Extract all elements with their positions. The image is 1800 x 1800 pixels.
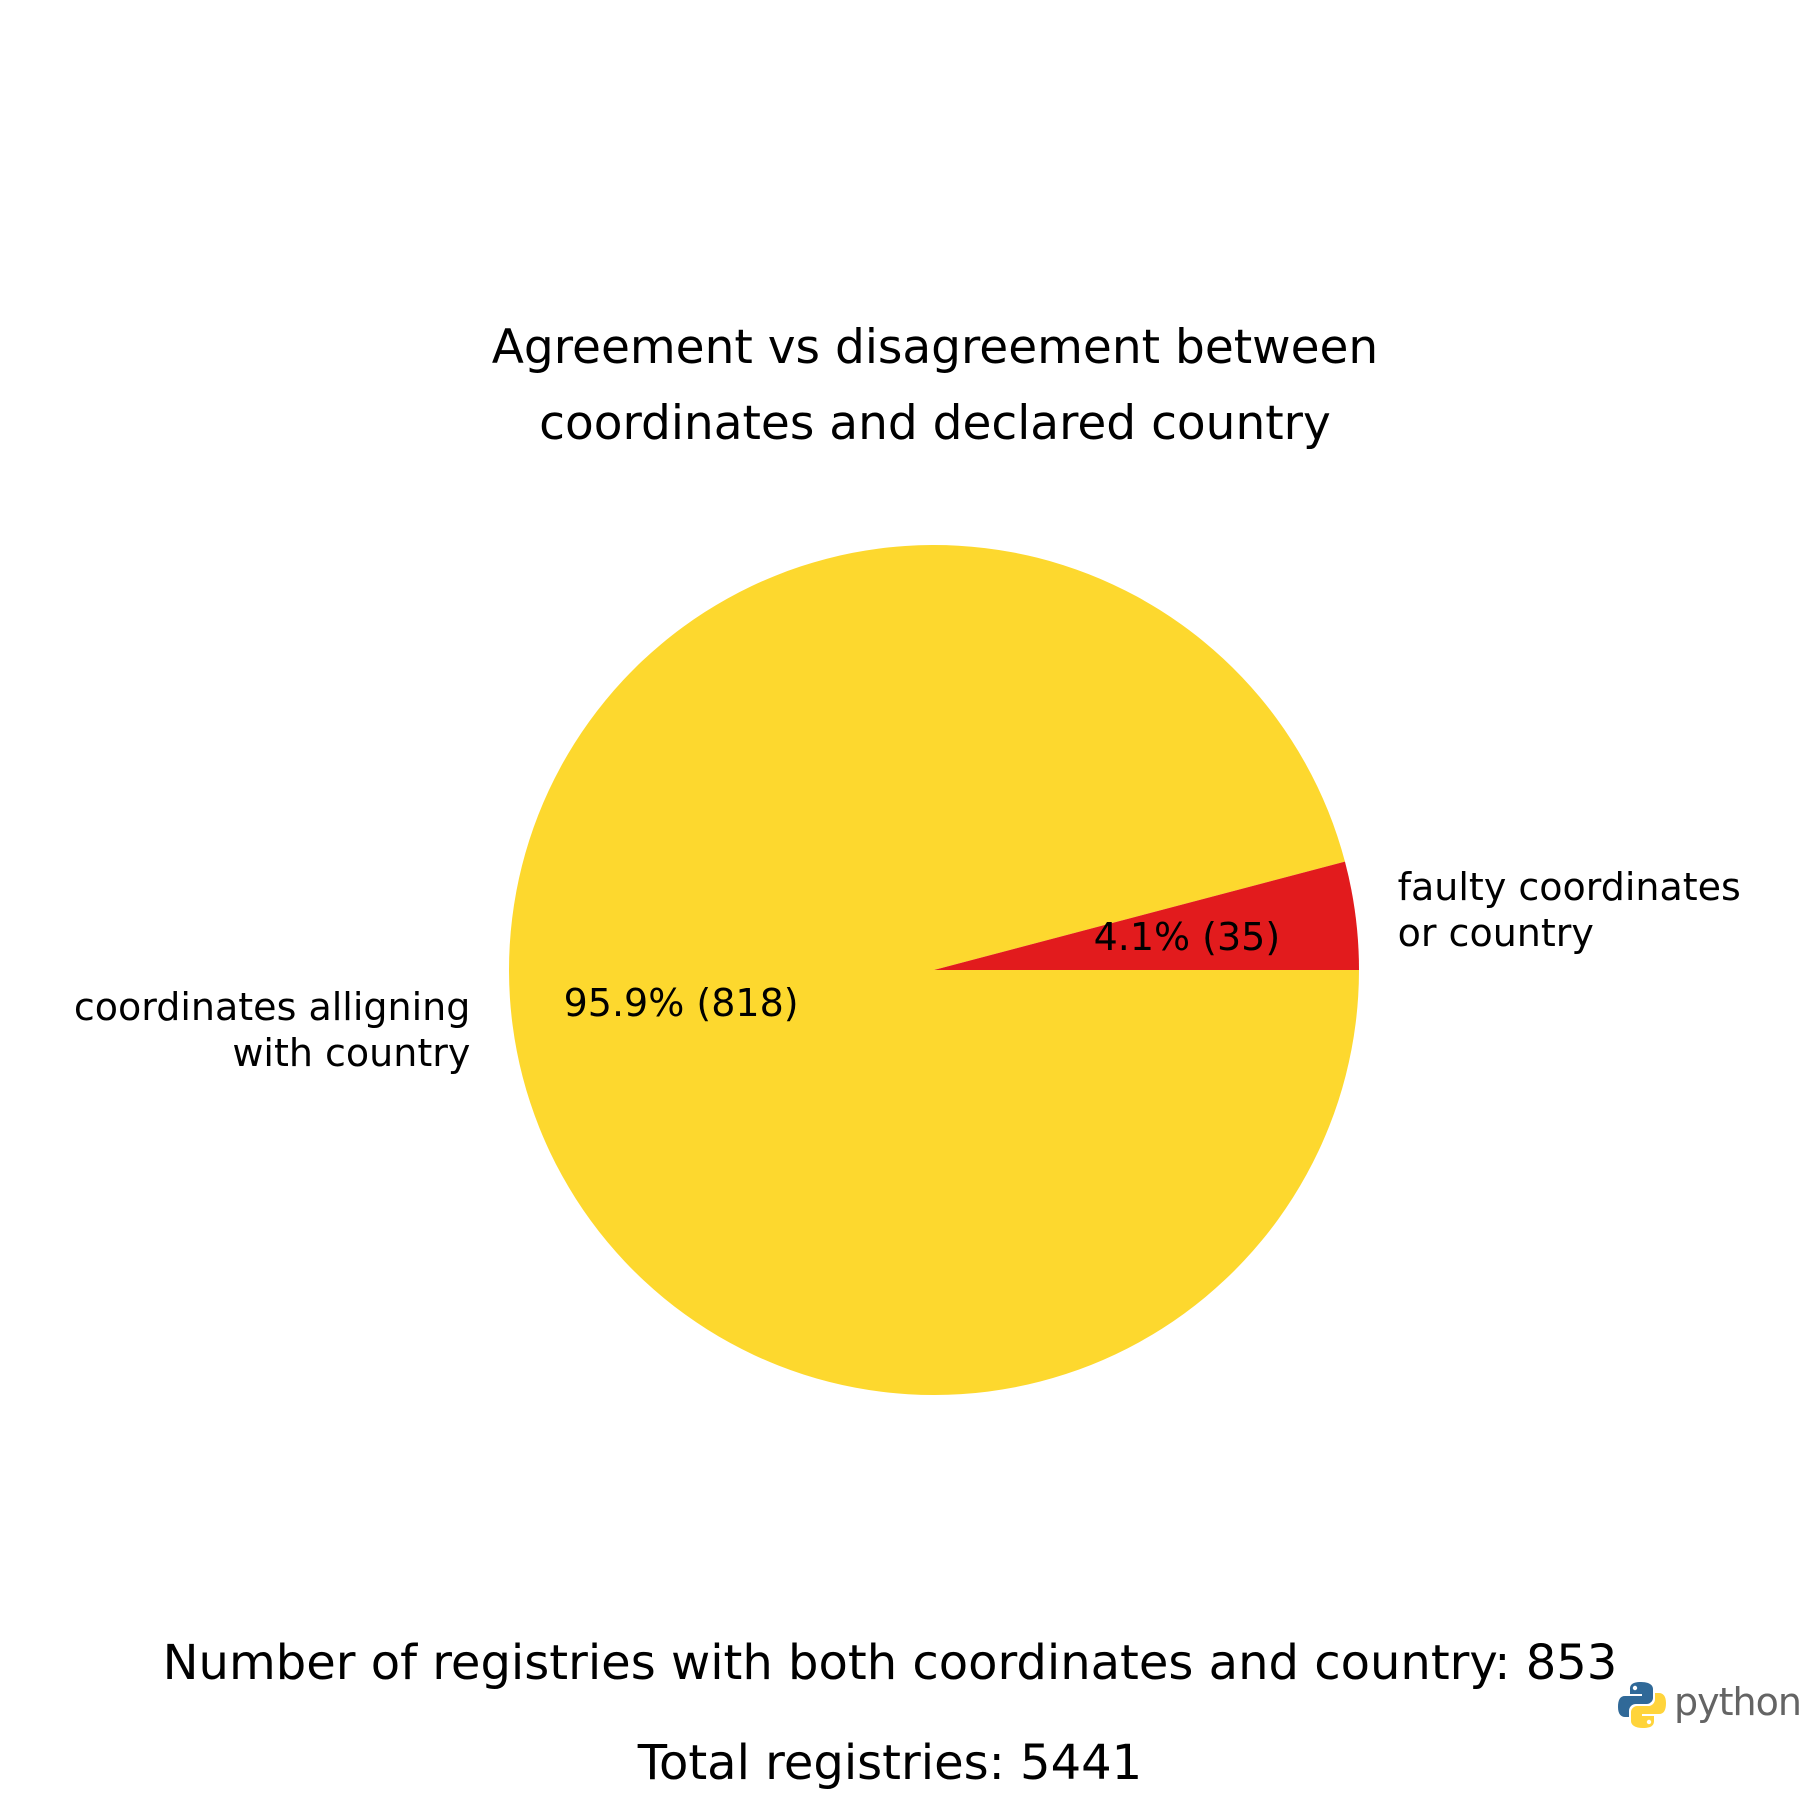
pie-slice-1: [934, 861, 1359, 970]
pie-category-label-0-line-1: with country: [232, 1031, 470, 1075]
pie-category-label-0-line-0: coordinates alligning: [74, 985, 470, 1029]
python-logo-word: python: [1674, 1680, 1800, 1724]
python-logo-icon: [1618, 1682, 1666, 1728]
pie-slice-0: [508, 544, 1360, 1395]
chart-title: Agreement vs disagreement between coordi…: [0, 310, 1800, 462]
pie-category-label-1: faulty coordinates or country: [1398, 865, 1741, 955]
pie-category-label-1-line-0: faulty coordinates: [1398, 865, 1741, 909]
chart-title-line-1: Agreement vs disagreement between: [491, 320, 1379, 375]
pie-category-label-0: coordinates alligning with country: [74, 985, 470, 1075]
pie-category-label-1-line-1: or country: [1398, 911, 1594, 955]
pie-percent-label-1: 4.1% (35): [1094, 915, 1281, 959]
pie-percent-label-0: 95.9% (818): [564, 981, 799, 1025]
chart-title-line-2: coordinates and declared country: [539, 396, 1331, 451]
total-registries: Total registries: 5441: [637, 1735, 1143, 1791]
registries-summary: Number of registries with both coordinat…: [162, 1635, 1618, 1691]
python-logo: python: [1617, 1680, 1800, 1736]
